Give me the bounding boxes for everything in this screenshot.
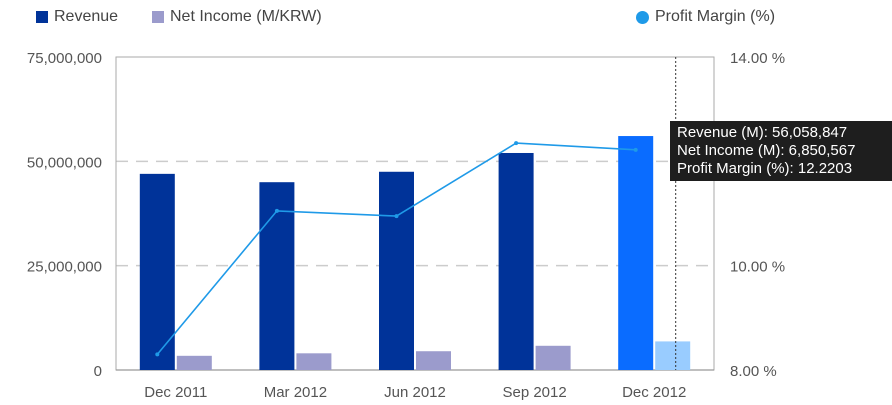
x-tick-label: Dec 2011 bbox=[144, 384, 207, 401]
y-left-tick-label: 0 bbox=[94, 363, 102, 380]
point-profit-margin bbox=[155, 352, 160, 357]
bar-net-income bbox=[176, 355, 212, 370]
point-profit-margin bbox=[394, 214, 399, 219]
legend-label-profit-margin: Profit Margin (%) bbox=[655, 8, 776, 25]
x-tick-label: Mar 2012 bbox=[264, 384, 327, 401]
x-tick-label: Jun 2012 bbox=[384, 384, 446, 401]
profit-margin-swatch bbox=[636, 10, 649, 24]
bar-net-income bbox=[416, 351, 451, 370]
bar-net-income bbox=[655, 341, 691, 370]
bar-net-income bbox=[296, 353, 332, 370]
bar-revenue bbox=[259, 182, 295, 370]
y-left-tick-label: 50,000,000 bbox=[27, 154, 102, 171]
y-right-tick-label: 10.00 % bbox=[730, 259, 785, 276]
y-right-tick-label: 14.00 % bbox=[730, 50, 785, 67]
y-left-tick-label: 75,000,000 bbox=[27, 50, 102, 67]
legend-item-profit-margin[interactable]: Profit Margin (%) bbox=[636, 8, 775, 26]
data-tooltip: Revenue (M): 56,058,847 Net Income (M): … bbox=[670, 121, 892, 181]
x-tick-label: Sep 2012 bbox=[502, 384, 566, 401]
y-right-tick-label: 8.00 % bbox=[730, 363, 777, 380]
net-income-swatch bbox=[152, 11, 164, 23]
y-left-tick-label: 25,000,000 bbox=[27, 259, 102, 276]
legend-label-revenue: Revenue bbox=[54, 8, 119, 25]
point-profit-margin bbox=[514, 141, 519, 146]
point-profit-margin bbox=[633, 147, 638, 152]
bar-revenue bbox=[618, 136, 654, 370]
point-profit-margin bbox=[274, 208, 279, 213]
bar-revenue bbox=[139, 173, 175, 370]
legend-label-net-income: Net Income (M/KRW) bbox=[170, 8, 322, 25]
tooltip-net-income: Net Income (M): 6,850,567 bbox=[677, 142, 856, 159]
legend-item-revenue[interactable]: Revenue bbox=[36, 8, 118, 26]
x-tick-label: Dec 2012 bbox=[622, 384, 686, 401]
legend-item-net-income[interactable]: Net Income (M/KRW) bbox=[152, 8, 322, 26]
tooltip-revenue: Revenue (M): 56,058,847 bbox=[677, 124, 848, 141]
revenue-swatch bbox=[36, 11, 48, 23]
tooltip-profit-margin: Profit Margin (%): 12.2203 bbox=[677, 160, 853, 177]
bar-net-income bbox=[535, 345, 571, 370]
bar-revenue bbox=[498, 152, 534, 370]
bar-revenue bbox=[379, 171, 414, 370]
